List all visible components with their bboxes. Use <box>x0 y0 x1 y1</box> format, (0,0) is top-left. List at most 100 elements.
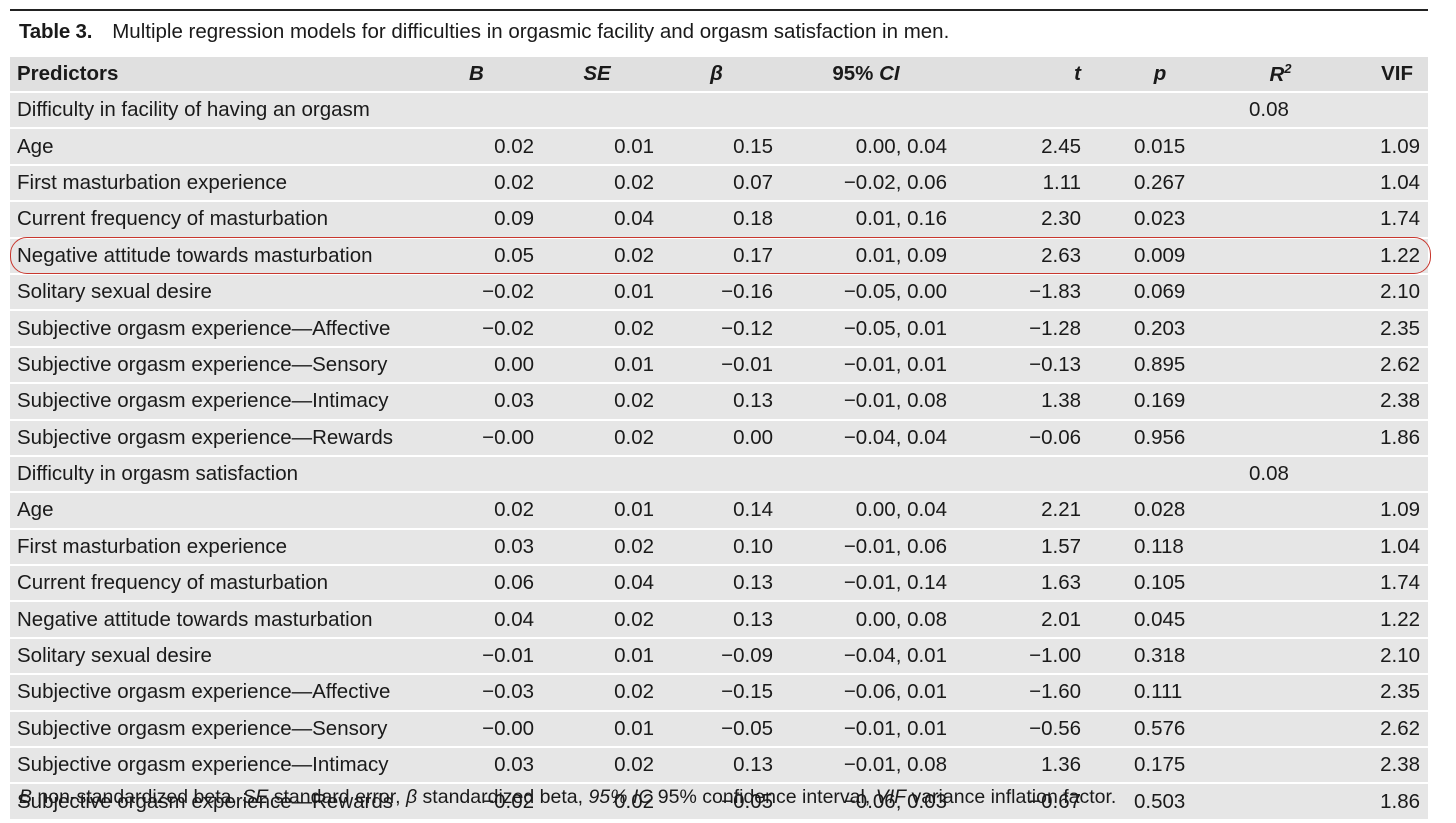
vif-cell: 1.74 <box>1335 564 1428 602</box>
b-cell: −0.02 <box>469 272 537 311</box>
beta-cell: −0.16 <box>657 272 776 311</box>
footnote-text: standardized beta, <box>417 786 589 808</box>
predictor-cell: Solitary sexual desire <box>10 272 469 311</box>
table-row: Age 0.02 0.01 0.14 0.00, 0.04 2.21 0.028 1.09 <box>10 491 1428 529</box>
predictor-cell: Solitary sexual desire <box>10 636 469 675</box>
table-row: First masturbation experience 0.03 0.02 0.1… <box>10 527 1428 566</box>
header-row: Predictors B SE β 95% CI t p R2 VIF <box>10 57 1428 92</box>
b-cell: −0.02 <box>469 782 537 819</box>
table-footnote: B non-standardized beta, SE standard err… <box>19 784 1419 810</box>
section-title: Difficulty in orgasm satisfaction <box>10 454 1226 493</box>
p-cell: 0.956 <box>1084 418 1226 456</box>
se-cell: 0.01 <box>537 345 657 384</box>
t-cell: −0.67 <box>956 782 1084 819</box>
p-cell: 0.175 <box>1084 746 1226 784</box>
b-cell: 0.09 <box>469 200 537 238</box>
t-cell: 1.38 <box>956 382 1084 420</box>
t-cell: 1.57 <box>956 527 1084 566</box>
r2-cell <box>1226 236 1335 274</box>
ci-cell: 0.00, 0.04 <box>776 127 956 165</box>
vif-cell: 2.10 <box>1335 272 1428 311</box>
se-cell: 0.01 <box>537 127 657 165</box>
p-cell: 0.118 <box>1084 527 1226 566</box>
p-cell: 0.009 <box>1084 236 1226 274</box>
r2-cell <box>1226 709 1335 748</box>
header-t: t <box>956 57 1084 92</box>
b-cell: 0.02 <box>469 491 537 529</box>
t-cell: −1.83 <box>956 272 1084 311</box>
se-cell: 0.01 <box>537 491 657 529</box>
beta-cell: −0.09 <box>657 636 776 675</box>
t-cell: 1.36 <box>956 746 1084 784</box>
se-cell: 0.02 <box>537 782 657 819</box>
empty-cell <box>1335 90 1428 129</box>
ci-cell: −0.05, 0.01 <box>776 309 956 347</box>
footnote-term: B <box>19 786 33 808</box>
vif-cell: 1.04 <box>1335 163 1428 202</box>
r2-cell <box>1226 746 1335 784</box>
b-cell: −0.02 <box>469 309 537 347</box>
empty-cell <box>1335 454 1428 493</box>
footnote-term: β <box>406 786 418 808</box>
vif-cell: 2.35 <box>1335 309 1428 347</box>
se-cell: 0.04 <box>537 200 657 238</box>
r2-cell <box>1226 491 1335 529</box>
b-cell: 0.02 <box>469 163 537 202</box>
t-cell: 2.30 <box>956 200 1084 238</box>
p-cell: 0.105 <box>1084 564 1226 602</box>
table-title: Multiple regression models for difficult… <box>112 20 950 43</box>
predictor-cell: Subjective orgasm experience—Affective <box>10 309 469 347</box>
table-row: Negative attitude towards masturbation 0.… <box>10 600 1428 638</box>
b-cell: −0.03 <box>469 673 537 711</box>
table-row: Subjective orgasm experience—Rewards −0.0… <box>10 418 1428 456</box>
r2-cell <box>1226 382 1335 420</box>
vif-cell: 1.22 <box>1335 236 1428 274</box>
beta-cell: −0.12 <box>657 309 776 347</box>
table-row: Subjective orgasm experience—Rewards −0.0… <box>10 782 1428 819</box>
se-cell: 0.01 <box>537 272 657 311</box>
beta-cell: −0.01 <box>657 345 776 384</box>
table-row: Current frequency of masturbation 0.09 0.0… <box>10 200 1428 238</box>
t-cell: 2.01 <box>956 600 1084 638</box>
section-r2: 0.08 <box>1226 90 1335 129</box>
beta-cell: 0.13 <box>657 564 776 602</box>
se-cell: 0.02 <box>537 418 657 456</box>
beta-cell: −0.05 <box>657 709 776 748</box>
b-cell: 0.06 <box>469 564 537 602</box>
ci-cell: −0.04, 0.01 <box>776 636 956 675</box>
predictor-cell: First masturbation experience <box>10 527 469 566</box>
t-cell: −1.00 <box>956 636 1084 675</box>
predictor-cell: Subjective orgasm experience—Sensory <box>10 709 469 748</box>
se-cell: 0.01 <box>537 709 657 748</box>
ci-cell: −0.01, 0.01 <box>776 345 956 384</box>
t-cell: −0.56 <box>956 709 1084 748</box>
table-row: Subjective orgasm experience—Intimacy 0.0… <box>10 382 1428 420</box>
beta-cell: −0.05 <box>657 782 776 819</box>
ci-cell: 0.01, 0.09 <box>776 236 956 274</box>
t-cell: −1.60 <box>956 673 1084 711</box>
predictor-cell: Subjective orgasm experience—Sensory <box>10 345 469 384</box>
t-cell: 1.63 <box>956 564 1084 602</box>
beta-cell: 0.15 <box>657 127 776 165</box>
vif-cell: 1.09 <box>1335 491 1428 529</box>
table-row: Subjective orgasm experience—Sensory 0.00… <box>10 345 1428 384</box>
vif-cell: 1.86 <box>1335 418 1428 456</box>
se-cell: 0.02 <box>537 746 657 784</box>
header-r2-sup: 2 <box>1284 61 1292 77</box>
header-predictors: Predictors <box>10 57 469 92</box>
header-r2-base: R <box>1269 62 1285 86</box>
table-row: Subjective orgasm experience—Affective −0… <box>10 309 1428 347</box>
vif-cell: 1.22 <box>1335 600 1428 638</box>
p-cell: 0.895 <box>1084 345 1226 384</box>
t-cell: 2.45 <box>956 127 1084 165</box>
ci-cell: −0.01, 0.14 <box>776 564 956 602</box>
predictor-cell: Current frequency of masturbation <box>10 200 469 238</box>
predictor-cell: Current frequency of masturbation <box>10 564 469 602</box>
predictor-cell: Subjective orgasm experience—Intimacy <box>10 382 469 420</box>
r2-cell <box>1226 272 1335 311</box>
table-label: Table 3. <box>19 20 93 43</box>
ci-cell: −0.01, 0.01 <box>776 709 956 748</box>
t-cell: 1.11 <box>956 163 1084 202</box>
table-row: Subjective orgasm experience—Sensory −0.0… <box>10 709 1428 748</box>
p-cell: 0.045 <box>1084 600 1226 638</box>
